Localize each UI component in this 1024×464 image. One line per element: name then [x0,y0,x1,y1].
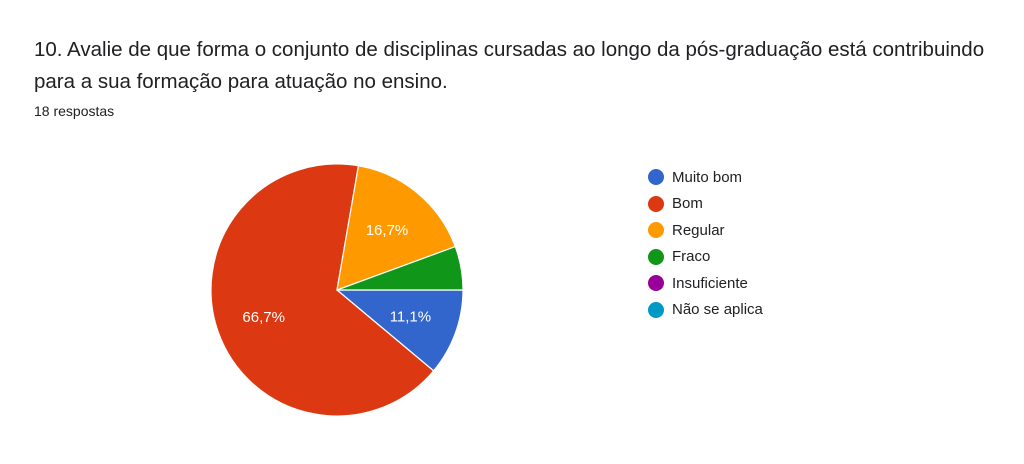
legend-swatch [648,301,664,318]
pie-slice-0 [335,289,464,372]
legend-swatch [648,195,664,212]
pie-slice-2 [336,165,457,291]
pie-slice-3 [336,245,464,291]
legend-swatch [648,275,664,292]
slice-label-0: 11,1% [390,309,431,326]
legend: Muito bom Bom Regular Fraco Insuficiente Não … [648,164,763,323]
legend-swatch [648,248,664,265]
legend-item-2: Regular [648,217,763,244]
pie-slice-1 [210,163,435,417]
response-count: 18 respostas [34,103,115,119]
question-title: 10. Avalie de que forma o conjunto de di… [34,38,985,93]
legend-label: Não se aplica [672,301,763,319]
legend-label: Insuficiente [672,274,748,292]
legend-label: Bom [672,195,703,213]
legend-item-0: Muito bom [648,164,763,191]
legend-item-4: Insuficiente [648,270,763,297]
legend-label: Regular [672,221,725,239]
legend-item-3: Fraco [648,244,763,271]
legend-item-1: Bom [648,191,763,218]
legend-swatch [648,222,664,239]
legend-item-5: Não se aplica [648,297,763,324]
legend-label: Muito bom [672,168,743,186]
legend-swatch [648,169,664,186]
slice-label-2: 16,7% [366,222,409,239]
legend-label: Fraco [672,248,711,266]
slice-label-1: 66,7% [242,309,285,326]
